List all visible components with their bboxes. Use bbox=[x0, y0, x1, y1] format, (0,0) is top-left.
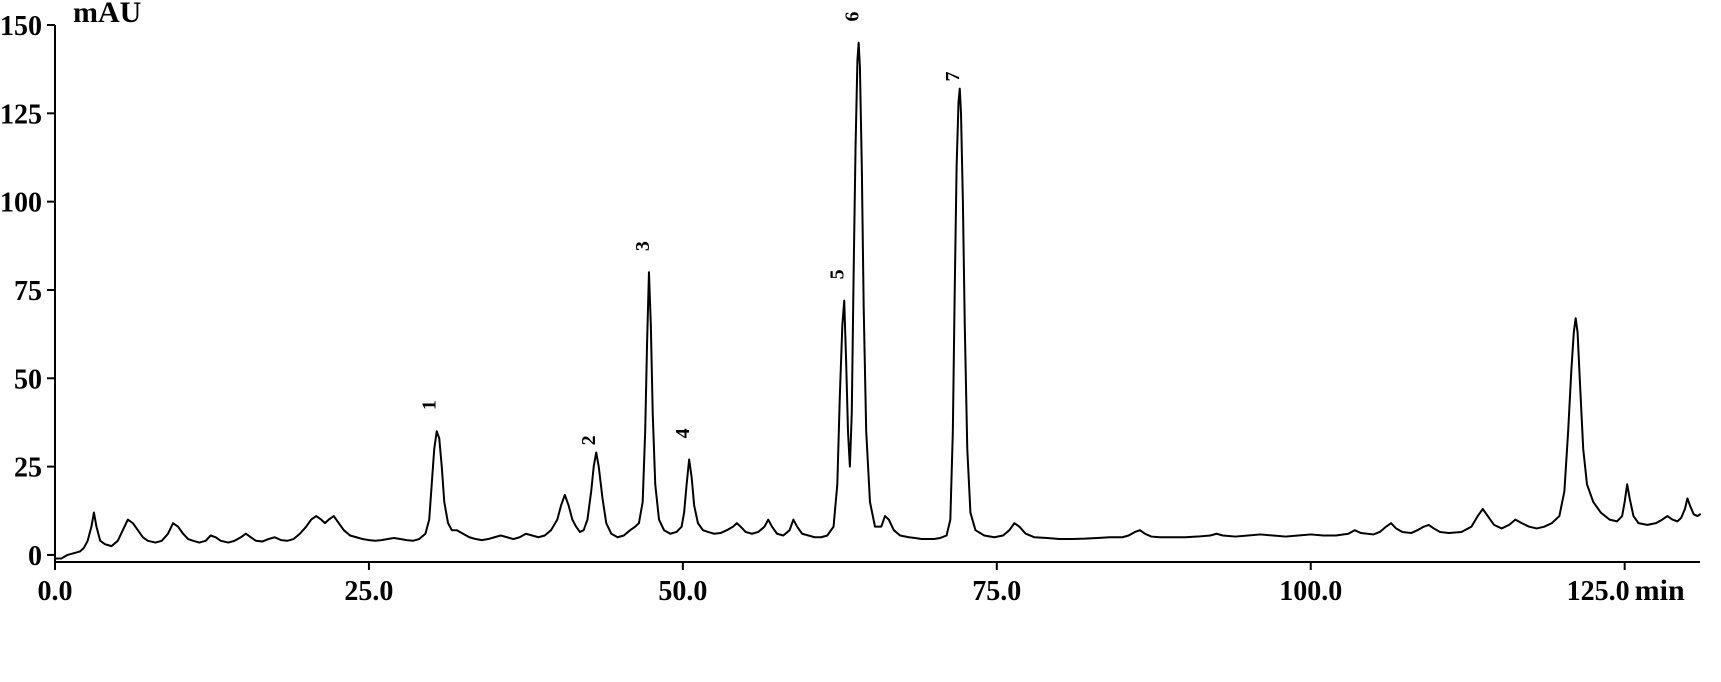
x-tick-label: 100.0 bbox=[1279, 576, 1342, 607]
y-tick-label: 150 bbox=[0, 11, 42, 42]
x-axis-unit: min bbox=[1635, 574, 1685, 607]
y-axis-unit: mAU bbox=[73, 0, 141, 29]
y-tick-label: 0 bbox=[28, 541, 42, 572]
chromatogram-trace bbox=[55, 43, 1700, 559]
chromatogram-chart: 02550751001251500.025.050.075.0100.0125.… bbox=[0, 0, 1721, 682]
y-tick-label: 25 bbox=[14, 453, 42, 484]
x-tick-label: 75.0 bbox=[972, 576, 1021, 607]
y-tick-label: 125 bbox=[0, 99, 42, 130]
x-tick-label: 50.0 bbox=[658, 576, 707, 607]
peak-label-2: 2 bbox=[578, 435, 600, 445]
peak-label-1: 1 bbox=[418, 400, 440, 410]
x-tick-label: 125.0 bbox=[1567, 576, 1630, 607]
x-tick-label: 0.0 bbox=[38, 576, 73, 607]
peak-label-4: 4 bbox=[672, 428, 694, 438]
peak-label-5: 5 bbox=[827, 269, 849, 279]
peak-label-6: 6 bbox=[842, 11, 864, 21]
x-tick-label: 25.0 bbox=[344, 576, 393, 607]
y-tick-label: 75 bbox=[14, 276, 42, 307]
peak-label-3: 3 bbox=[632, 241, 654, 251]
y-tick-label: 50 bbox=[14, 364, 42, 395]
y-tick-label: 100 bbox=[0, 188, 42, 219]
peak-label-7: 7 bbox=[942, 72, 964, 82]
